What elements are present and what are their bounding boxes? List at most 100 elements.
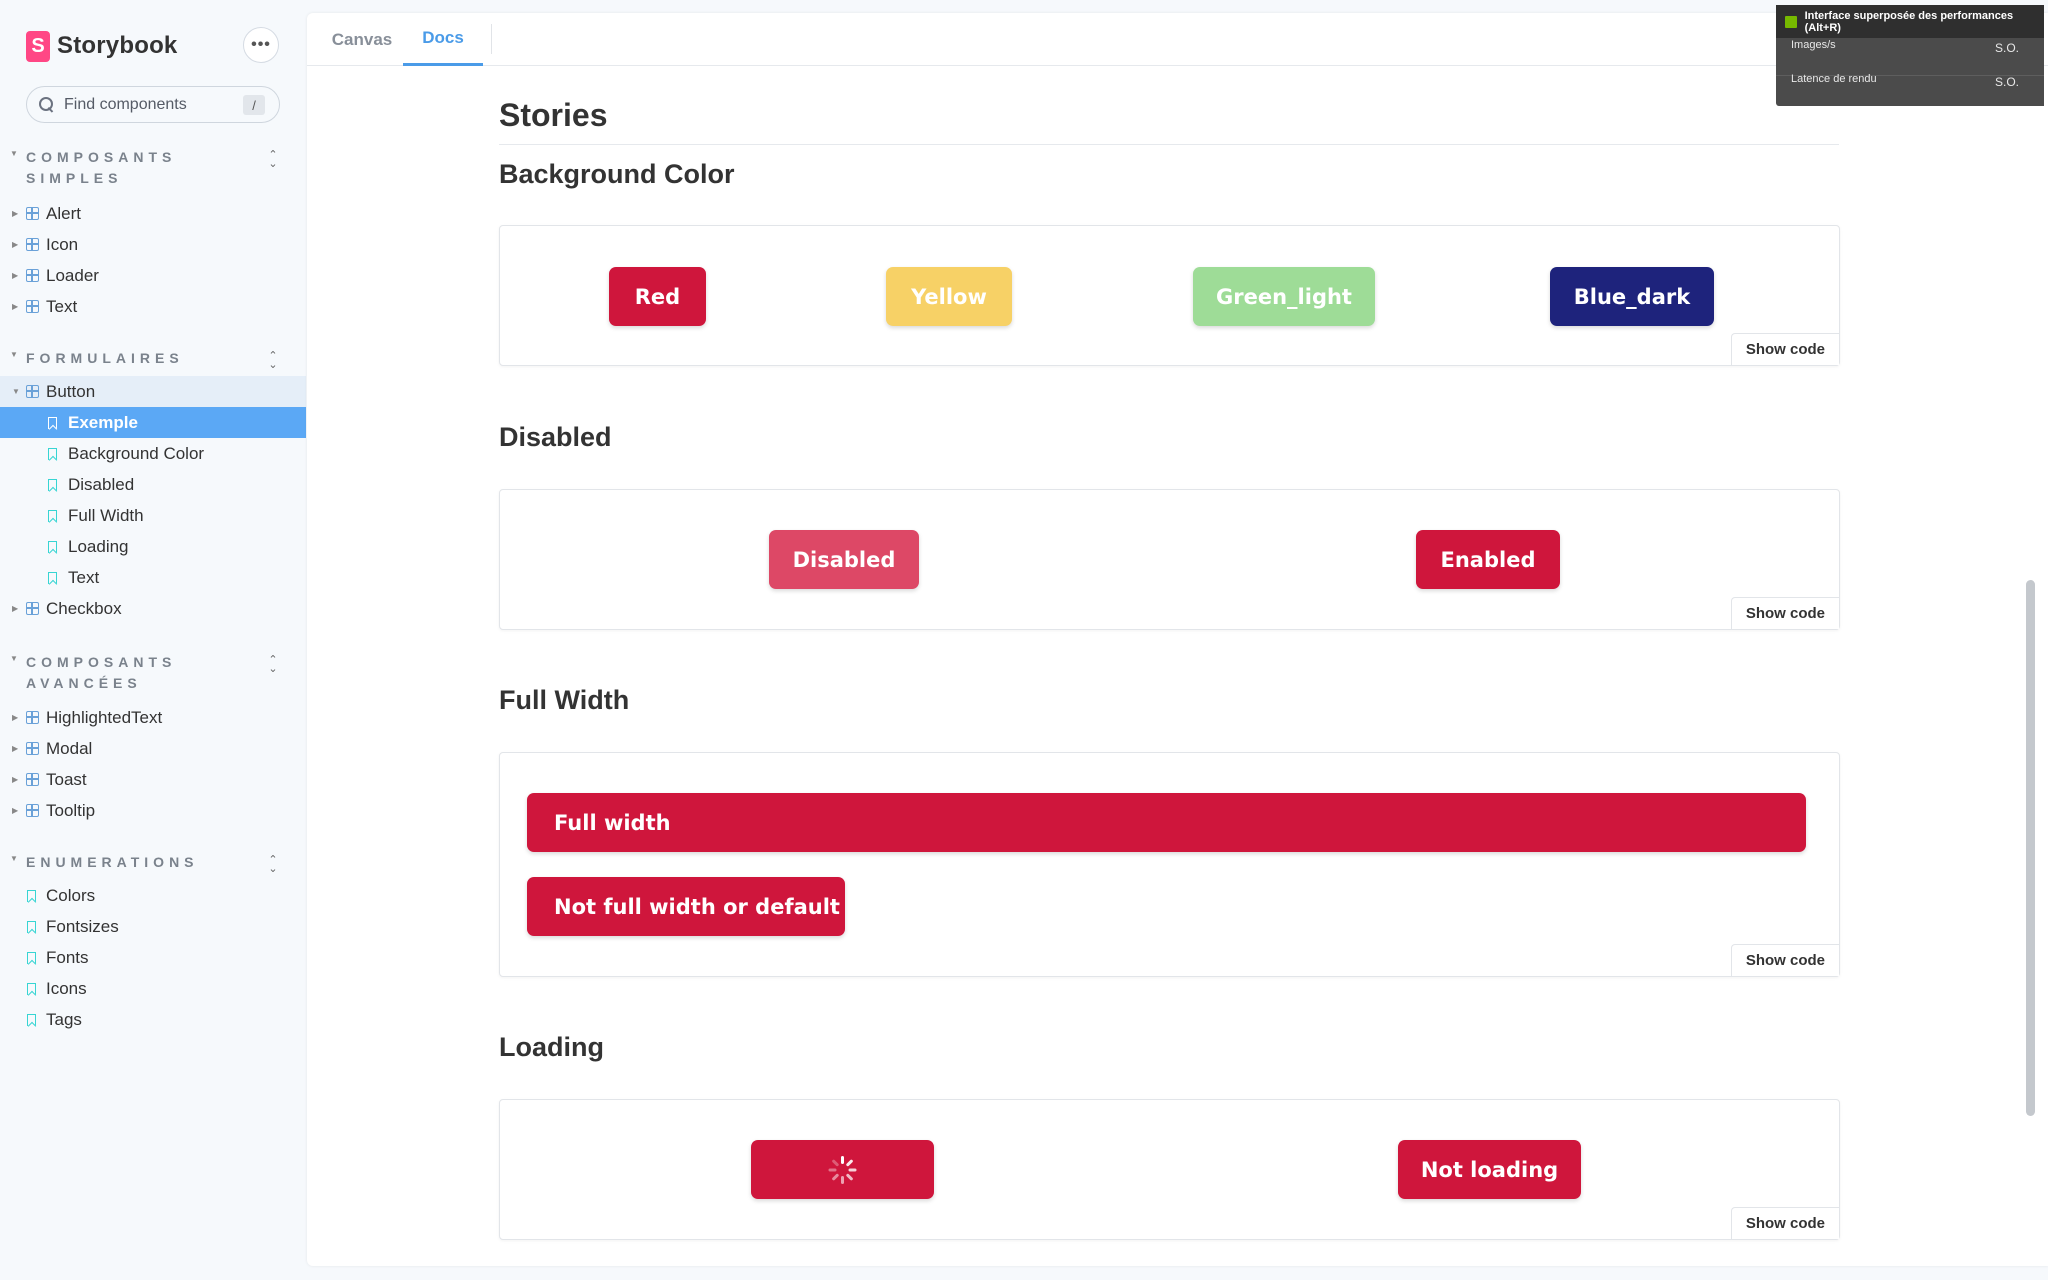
sidebar-item-label: Exemple <box>68 412 138 432</box>
bookmark-icon <box>27 920 36 933</box>
show-code-button[interactable]: Show code <box>1730 333 1839 365</box>
sidebar-item-label: Loading <box>68 536 129 556</box>
group-header-enumerations[interactable]: ▼ ENUMERATIONS ⌃ ⌄ <box>10 852 280 875</box>
caret-down-icon: ▼ <box>10 854 18 863</box>
sidebar-story-disabled[interactable]: Disabled <box>0 469 306 500</box>
overlay-header[interactable]: Interface superposée des performances (A… <box>1776 5 2044 38</box>
sidebar-story-exemple[interactable]: Exemple <box>0 407 306 438</box>
not-full-width-button[interactable]: Not full width or default <box>527 877 845 936</box>
brand[interactable]: S Storybook <box>26 28 177 64</box>
stories-heading: Stories <box>499 97 608 133</box>
sidebar-menu-button[interactable]: ••• <box>243 27 279 63</box>
sidebar-item-label: Checkbox <box>46 598 122 618</box>
sidebar-story-loading[interactable]: Loading <box>0 531 306 562</box>
component-icon <box>26 804 39 817</box>
sidebar-item-label: Alert <box>46 203 81 223</box>
search-shortcut-badge: / <box>243 95 265 115</box>
component-icon <box>26 238 39 251</box>
performance-overlay: Interface superposée des performances (A… <box>1776 5 2044 106</box>
bookmark-icon <box>27 982 36 995</box>
component-icon <box>26 711 39 724</box>
spinner-icon <box>828 1155 857 1184</box>
group-header-formulaires[interactable]: ▼ FORMULAIRES ⌃ ⌄ <box>10 348 280 371</box>
sidebar-item-alert[interactable]: ▶ Alert <box>0 198 306 229</box>
sidebar-item-loader[interactable]: ▶ Loader <box>0 260 306 291</box>
sidebar-doc-colors[interactable]: Colors <box>0 880 306 911</box>
enabled-button[interactable]: Enabled <box>1416 530 1560 589</box>
search-box[interactable]: / <box>26 86 280 123</box>
show-code-button[interactable]: Show code <box>1730 597 1839 629</box>
group-title: COMPOSANTS SIMPLES <box>26 149 177 186</box>
section-title-disabled: Disabled <box>499 422 612 452</box>
section-title-loading: Loading <box>499 1032 604 1062</box>
group-title: COMPOSANTS AVANCÉES <box>26 654 177 691</box>
overlay-row-latency: Latence de rendu S.O. <box>1791 73 2031 89</box>
tab-canvas[interactable]: Canvas <box>331 29 393 49</box>
show-code-button[interactable]: Show code <box>1730 944 1839 976</box>
bookmark-icon <box>48 540 57 553</box>
expand-collapse-icon[interactable]: ⌃ ⌄ <box>268 654 278 675</box>
brand-title: Storybook <box>57 32 178 59</box>
sidebar-item-label: Background Color <box>68 443 205 463</box>
sidebar-item-modal[interactable]: ▶ Modal <box>0 733 306 764</box>
search-input[interactable] <box>64 95 234 114</box>
red-button[interactable]: Red <box>609 267 706 326</box>
blue-dark-button[interactable]: Blue_dark <box>1550 267 1714 326</box>
expand-collapse-icon[interactable]: ⌃ ⌄ <box>268 350 278 371</box>
sidebar-story-background-color[interactable]: Background Color <box>0 438 306 469</box>
loading-button[interactable] <box>751 1140 934 1199</box>
green-light-button[interactable]: Green_light <box>1193 267 1375 326</box>
sidebar-story-text[interactable]: Text <box>0 562 306 593</box>
group-title: FORMULAIRES <box>26 350 184 366</box>
caret-right-icon: ▶ <box>12 713 19 722</box>
sidebar-doc-fontsizes[interactable]: Fontsizes <box>0 911 306 942</box>
group-header-composants-avancees[interactable]: ▼ COMPOSANTS AVANCÉES ⌃ ⌄ <box>10 652 280 694</box>
sidebar-item-button[interactable]: ▼ Button <box>0 376 306 407</box>
sidebar-story-full-width[interactable]: Full Width <box>0 500 306 531</box>
sidebar-item-label: Text <box>68 567 100 587</box>
sidebar-item-label: Button <box>46 381 96 401</box>
sidebar-item-label: HighlightedText <box>46 707 163 727</box>
sidebar-item-checkbox[interactable]: ▶ Checkbox <box>0 593 306 624</box>
story-preview-background-color: Red Yellow Green_light Blue_dark Show co… <box>499 225 1840 366</box>
sidebar-item-icon[interactable]: ▶ Icon <box>0 229 306 260</box>
component-icon <box>26 602 39 615</box>
bookmark-icon <box>48 447 57 460</box>
yellow-button[interactable]: Yellow <box>886 267 1012 326</box>
sidebar-doc-tags[interactable]: Tags <box>0 1004 306 1035</box>
sidebar-doc-fonts[interactable]: Fonts <box>0 942 306 973</box>
tab-docs[interactable]: Docs <box>403 13 483 66</box>
sidebar-item-label: Disabled <box>68 474 135 494</box>
caret-right-icon: ▶ <box>12 806 19 815</box>
expand-collapse-icon[interactable]: ⌃ ⌄ <box>268 149 278 170</box>
caret-down-icon: ▼ <box>12 387 20 396</box>
bookmark-icon <box>27 951 36 964</box>
sidebar-doc-icons[interactable]: Icons <box>0 973 306 1004</box>
bookmark-icon <box>48 416 57 429</box>
component-icon <box>26 269 39 282</box>
story-preview-loading: Not loading Show code <box>499 1099 1840 1240</box>
sidebar-item-tooltip[interactable]: ▶ Tooltip <box>0 795 306 826</box>
nvidia-icon <box>1785 15 1797 28</box>
sidebar-item-label: Toast <box>46 769 87 789</box>
sidebar-item-toast[interactable]: ▶ Toast <box>0 764 306 795</box>
sidebar-item-label: Fonts <box>46 947 89 967</box>
sidebar-item-text[interactable]: ▶ Text <box>0 291 306 322</box>
storybook-logo-icon: S <box>26 30 50 62</box>
caret-right-icon: ▶ <box>12 209 19 218</box>
expand-collapse-icon[interactable]: ⌃ ⌄ <box>268 854 278 875</box>
bookmark-icon <box>48 571 57 584</box>
sidebar-item-label: Tooltip <box>46 800 96 820</box>
sidebar-item-highlightedtext[interactable]: ▶ HighlightedText <box>0 702 306 733</box>
overlay-row-fps: Images/s S.O. <box>1791 39 2031 55</box>
group-header-composants-simples[interactable]: ▼ COMPOSANTS SIMPLES ⌃ ⌄ <box>10 147 280 189</box>
caret-down-icon: ▼ <box>10 149 18 158</box>
caret-right-icon: ▶ <box>12 604 19 613</box>
show-code-button[interactable]: Show code <box>1730 1207 1839 1239</box>
bookmark-icon <box>48 509 57 522</box>
section-title-full-width: Full Width <box>499 685 630 715</box>
component-icon <box>26 773 39 786</box>
docs-scrollbar[interactable] <box>2026 580 2035 1116</box>
full-width-button[interactable]: Full width <box>527 793 1806 852</box>
not-loading-button[interactable]: Not loading <box>1398 1140 1581 1199</box>
